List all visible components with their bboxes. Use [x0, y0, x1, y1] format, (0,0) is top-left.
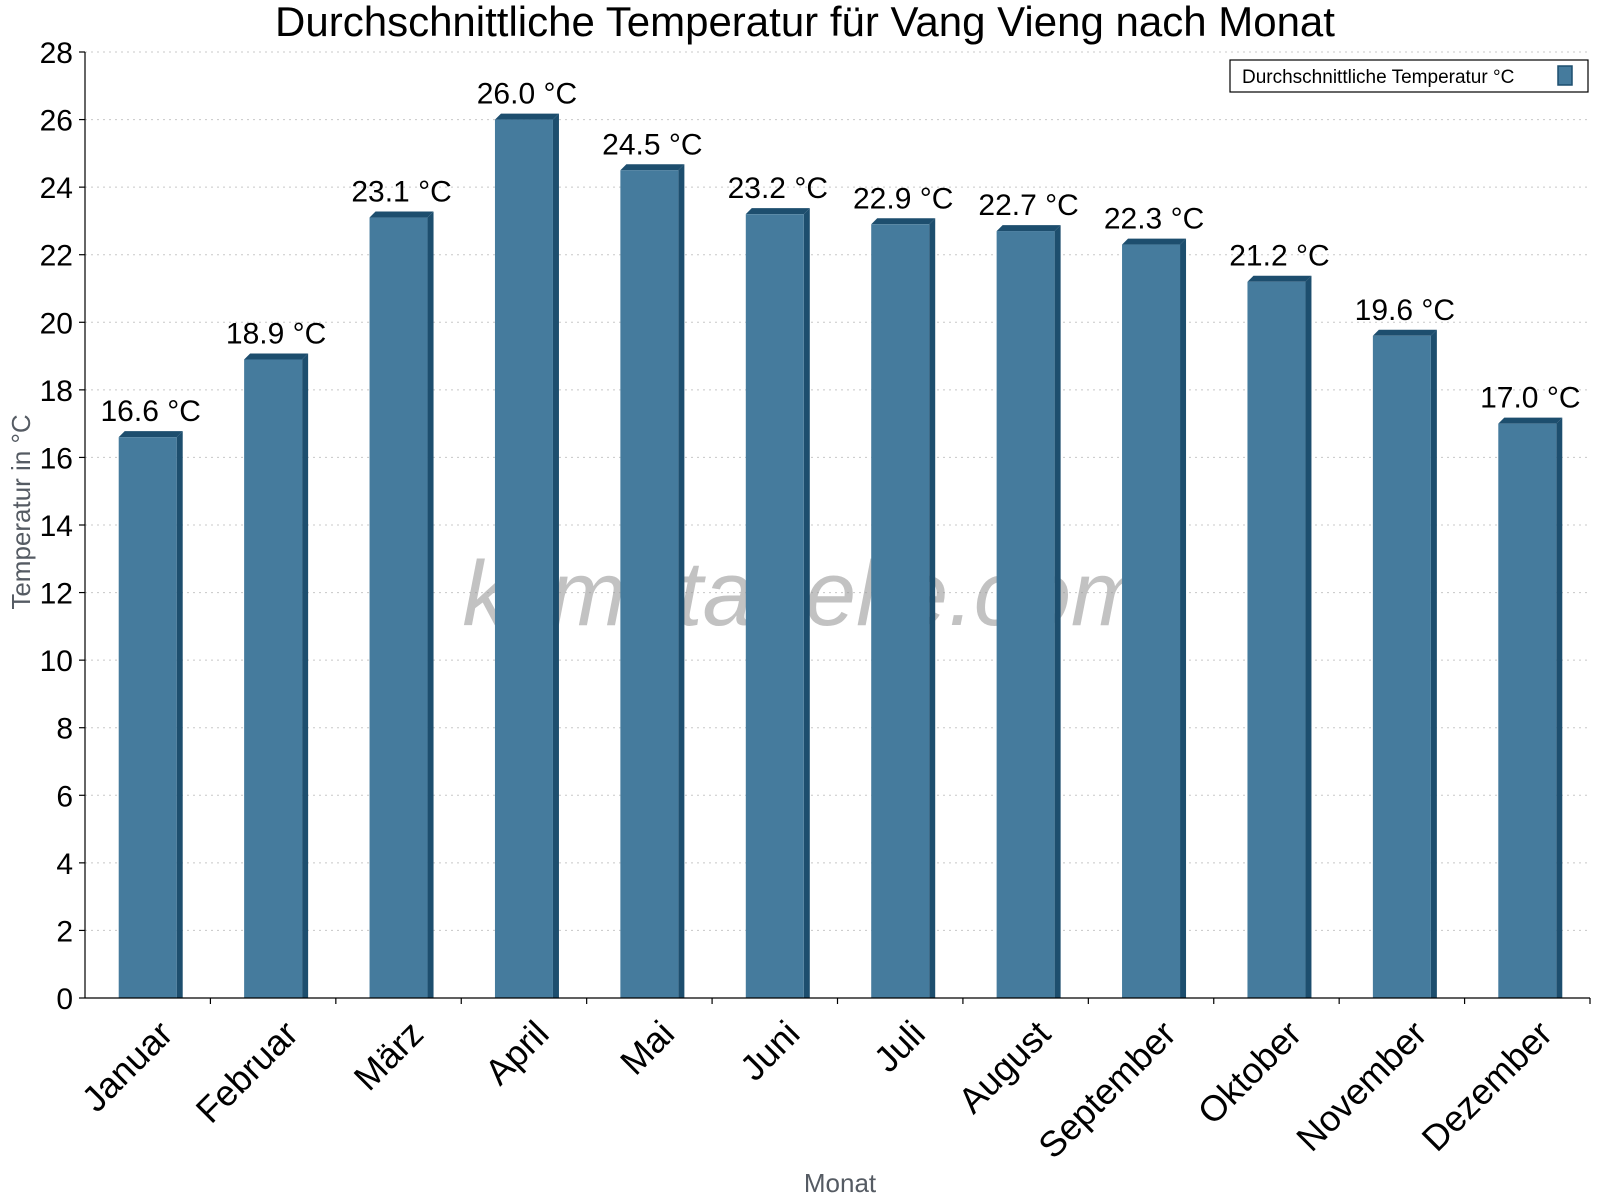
legend-label: Durchschnittliche Temperatur °C — [1242, 67, 1514, 88]
bar — [1247, 281, 1306, 998]
y-tick-label: 8 — [56, 713, 73, 746]
x-tick-label: August — [950, 1013, 1058, 1121]
bar — [745, 214, 804, 998]
bar-top — [871, 218, 936, 225]
x-tick-label: September — [1030, 1013, 1184, 1167]
y-tick-label: 28 — [40, 37, 73, 70]
y-tick-label: 16 — [40, 442, 73, 475]
bar — [118, 437, 177, 999]
y-tick-label: 26 — [40, 105, 73, 138]
x-tick-label: April — [477, 1013, 557, 1093]
bar-side — [176, 431, 183, 999]
y-tick-label: 24 — [40, 172, 73, 205]
bar-top — [1122, 238, 1187, 245]
bar-side — [552, 113, 559, 999]
x-tick-label: Juni — [732, 1013, 808, 1089]
value-label: 17.0 °C — [1480, 382, 1580, 415]
bar — [1498, 423, 1557, 999]
bar-top — [1247, 275, 1312, 282]
bar-side — [427, 211, 434, 999]
value-label: 26.0 °C — [477, 78, 577, 111]
x-tick-label: Februar — [188, 1013, 306, 1131]
bar-side — [678, 164, 685, 998]
y-tick-label: 10 — [40, 645, 73, 678]
bar-top — [620, 164, 685, 171]
bar — [494, 119, 553, 999]
value-label: 22.3 °C — [1104, 203, 1204, 236]
y-tick-label: 20 — [40, 307, 73, 340]
bar — [1122, 244, 1181, 999]
y-tick-label: 14 — [40, 510, 73, 543]
legend-box — [1229, 59, 1589, 93]
value-labels: 16.6 °C 18.9 °C 23.1 °C 26.0 °C 24.5 °C 23.2 … — [101, 78, 1581, 429]
bar-side — [803, 208, 810, 998]
bar — [871, 224, 930, 999]
y-tick-label: 12 — [40, 578, 73, 611]
value-label: 23.2 °C — [728, 172, 828, 205]
value-label: 22.7 °C — [978, 189, 1078, 222]
bars — [118, 113, 1563, 999]
bar-top — [1372, 329, 1437, 336]
x-tick-label: Januar — [74, 1013, 181, 1120]
y-axis-title: Temperatur in °C — [6, 414, 36, 609]
bar — [620, 170, 679, 998]
bar-side — [1430, 329, 1437, 998]
bar-side — [1305, 275, 1312, 998]
y-tick-label: 0 — [56, 983, 73, 1016]
bar — [996, 231, 1055, 999]
bar-top — [745, 208, 810, 215]
value-label: 24.5 °C — [602, 128, 702, 161]
x-tick-label: Oktober — [1190, 1013, 1310, 1133]
chart-title: Durchschnittliche Temperatur für Vang Vi… — [275, 0, 1335, 45]
bar-top — [244, 353, 309, 360]
bar-top — [494, 113, 559, 120]
y-tick-label: 22 — [40, 240, 73, 273]
bar-side — [1180, 238, 1187, 999]
x-axis-title: Monat — [804, 1168, 877, 1198]
grid-lines — [85, 51, 1590, 931]
bar — [244, 359, 303, 998]
x-tick-label: Juli — [866, 1013, 933, 1080]
value-label: 23.1 °C — [351, 176, 451, 209]
value-label: 21.2 °C — [1229, 240, 1329, 273]
bar-side — [1556, 417, 1563, 999]
bar-side — [302, 353, 309, 998]
x-tick-label: November — [1288, 1013, 1434, 1159]
legend: Durchschnittliche Temperatur °C — [1229, 59, 1589, 93]
bar-top — [996, 225, 1061, 232]
y-tick-label: 18 — [40, 375, 73, 408]
value-label: 19.6 °C — [1355, 294, 1455, 327]
bar — [1372, 335, 1431, 998]
x-tick-label: März — [346, 1013, 432, 1099]
y-tick-label: 4 — [56, 848, 73, 881]
value-label: 22.9 °C — [853, 182, 953, 215]
x-tick-label: Mai — [612, 1013, 682, 1083]
legend-swatch — [1557, 65, 1573, 86]
y-tick-label: 2 — [56, 915, 73, 948]
bar-top — [118, 431, 183, 438]
y-tick-label: 6 — [56, 780, 73, 813]
bar-top — [369, 211, 434, 218]
bar-top — [1498, 417, 1563, 424]
bar-side — [1054, 225, 1061, 999]
bar — [369, 217, 428, 999]
value-label: 18.9 °C — [226, 317, 326, 350]
x-tick-label: Dezember — [1414, 1013, 1560, 1159]
bar-side — [929, 218, 936, 999]
value-label: 16.6 °C — [101, 395, 201, 428]
